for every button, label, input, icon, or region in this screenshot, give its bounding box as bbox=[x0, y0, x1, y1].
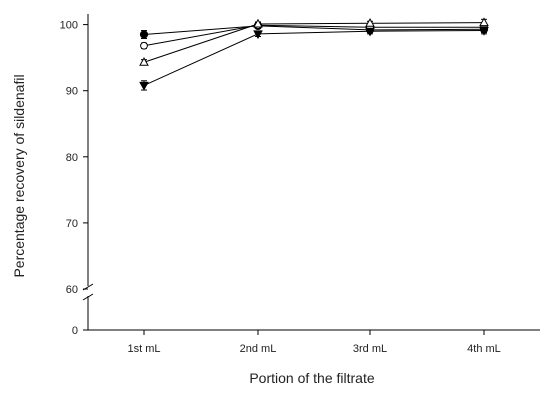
series-line bbox=[143, 22, 485, 63]
series-line bbox=[143, 25, 485, 36]
x-tick-label: 1st mL bbox=[127, 343, 160, 355]
y-tick-label: 80 bbox=[66, 152, 78, 164]
series-group bbox=[139, 17, 489, 91]
y-tick-label: 60 bbox=[66, 284, 78, 296]
y-tick-label: 0 bbox=[72, 325, 78, 337]
data-point-filled-triangle-down bbox=[139, 81, 149, 91]
x-tick-label: 4th mL bbox=[467, 343, 501, 355]
x-tick-label: 2nd mL bbox=[240, 343, 277, 355]
y-axis-title: Percentage recovery of sildenafil bbox=[11, 74, 27, 277]
data-point-open-triangle bbox=[365, 18, 375, 27]
y-tick-label: 100 bbox=[60, 20, 78, 32]
y-tick-label: 70 bbox=[66, 218, 78, 230]
series-line bbox=[143, 24, 484, 47]
data-point-open-triangle bbox=[479, 17, 489, 27]
y-axis-break-mark bbox=[82, 293, 94, 301]
series-line bbox=[143, 30, 485, 86]
data-point-filled-triangle-down bbox=[365, 27, 375, 37]
x-tick-label: 3rd mL bbox=[353, 343, 387, 355]
axes: 0 60 70 80 90 100 1st mL 2nd mL 3rd mL 4th mL bbox=[60, 14, 540, 355]
x-axis-title: Portion of the filtrate bbox=[249, 370, 375, 386]
data-point-open-circle bbox=[140, 41, 148, 50]
data-point-filled-triangle-down bbox=[253, 30, 263, 40]
data-point-open-triangle bbox=[253, 18, 263, 28]
data-point-open-triangle bbox=[139, 57, 149, 66]
data-point-filled-triangle-down bbox=[479, 27, 489, 36]
y-tick-label: 90 bbox=[66, 86, 78, 98]
data-point-filled-circle bbox=[139, 30, 149, 39]
